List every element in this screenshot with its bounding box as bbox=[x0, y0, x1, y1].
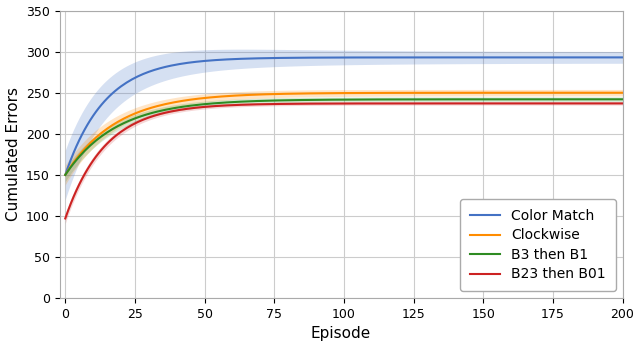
Legend: Color Match, Clockwise, B3 then B1, B23 then B01: Color Match, Clockwise, B3 then B1, B23 … bbox=[460, 199, 616, 291]
Color Match bbox=[111, 88, 119, 93]
B23 then B01 bbox=[61, 217, 69, 221]
Clockwise bbox=[61, 173, 69, 177]
B23 then B01 bbox=[265, 102, 273, 106]
Color Match bbox=[265, 56, 273, 60]
B23 then B01 bbox=[619, 101, 627, 105]
Clockwise bbox=[111, 121, 119, 125]
Clockwise bbox=[362, 91, 370, 95]
B3 then B1 bbox=[296, 98, 303, 102]
Y-axis label: Cumulated Errors: Cumulated Errors bbox=[6, 87, 20, 221]
B23 then B01 bbox=[64, 209, 72, 213]
Color Match bbox=[64, 165, 72, 169]
Color Match bbox=[61, 173, 69, 177]
B23 then B01 bbox=[296, 102, 303, 106]
B3 then B1 bbox=[64, 169, 72, 173]
X-axis label: Episode: Episode bbox=[311, 327, 371, 341]
Color Match bbox=[619, 55, 627, 59]
Clockwise bbox=[265, 92, 273, 96]
B23 then B01 bbox=[111, 134, 119, 138]
Clockwise bbox=[64, 168, 72, 172]
B23 then B01 bbox=[362, 101, 370, 105]
Color Match bbox=[362, 56, 370, 60]
Clockwise bbox=[572, 91, 579, 95]
B3 then B1 bbox=[362, 98, 370, 102]
B23 then B01 bbox=[572, 101, 579, 105]
B3 then B1 bbox=[619, 97, 627, 101]
Line: B23 then B01: B23 then B01 bbox=[65, 103, 623, 219]
B3 then B1 bbox=[265, 99, 273, 103]
Line: B3 then B1: B3 then B1 bbox=[65, 99, 623, 175]
B3 then B1 bbox=[572, 97, 579, 101]
Color Match bbox=[296, 56, 303, 60]
B3 then B1 bbox=[111, 125, 119, 129]
Color Match bbox=[572, 55, 579, 59]
Clockwise bbox=[619, 91, 627, 95]
Clockwise bbox=[296, 92, 303, 96]
Line: Color Match: Color Match bbox=[65, 57, 623, 175]
B3 then B1 bbox=[61, 173, 69, 177]
Line: Clockwise: Clockwise bbox=[65, 93, 623, 175]
